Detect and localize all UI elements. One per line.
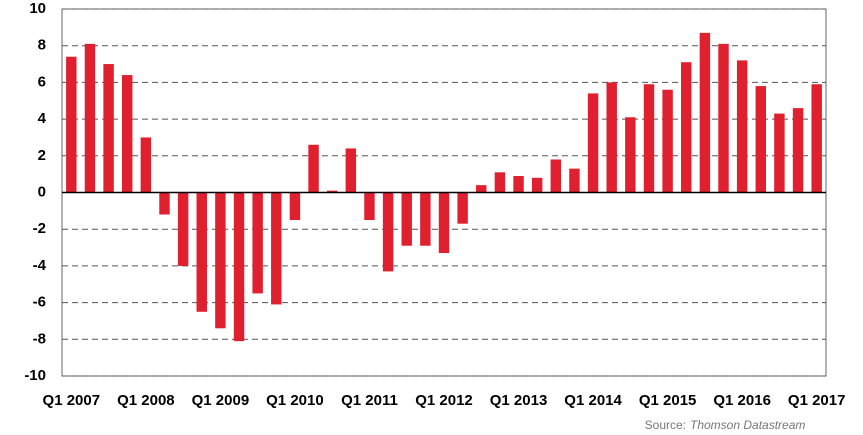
bar [215, 192, 226, 329]
y-tick-label: -6 [33, 294, 46, 311]
bar [531, 177, 543, 193]
bar [643, 84, 655, 193]
bar [811, 84, 822, 193]
y-tick-label: 10 [29, 0, 46, 17]
x-tick-label: Q1 2014 [564, 392, 622, 409]
y-tick-label: -2 [33, 220, 46, 237]
y-tick-label: 0 [38, 183, 46, 200]
x-tick-label: Q1 2015 [639, 392, 697, 409]
bar [326, 190, 338, 193]
y-tick-label: -8 [33, 330, 46, 347]
bar [159, 192, 170, 215]
y-tick-label: 4 [38, 110, 47, 127]
bar [438, 192, 450, 254]
bar [569, 168, 580, 193]
bar [550, 159, 562, 193]
bar [382, 192, 394, 272]
bar [662, 89, 673, 193]
y-tick-label: -4 [33, 257, 47, 274]
bar [587, 93, 599, 193]
bar [308, 144, 319, 193]
x-tick-label: Q1 2017 [788, 392, 846, 409]
bar [177, 192, 189, 266]
bar [792, 108, 804, 193]
bar [494, 172, 506, 193]
x-tick-label: Q1 2009 [192, 392, 250, 409]
x-tick-label: Q1 2013 [490, 392, 548, 409]
bar [457, 192, 468, 224]
x-tick-label: Q1 2007 [43, 392, 101, 409]
x-tick-label: Q1 2011 [341, 392, 398, 409]
source-label: Source: [645, 418, 686, 432]
y-tick-label: -10 [24, 367, 46, 384]
x-tick-label: Q1 2008 [117, 392, 175, 409]
bar [606, 82, 617, 193]
bar [252, 192, 263, 294]
bar [420, 192, 431, 246]
bar [699, 32, 711, 193]
bar [774, 113, 785, 193]
bar [196, 192, 207, 312]
y-tick-label: 8 [38, 37, 46, 54]
bar [755, 86, 766, 193]
bar [233, 192, 245, 342]
bar [736, 60, 748, 193]
x-tick-label: Q1 2016 [713, 392, 771, 409]
y-tick-label: 6 [38, 73, 46, 90]
bar [271, 192, 282, 305]
bar [103, 64, 114, 193]
bar [66, 56, 77, 193]
bar [289, 192, 301, 221]
bar [513, 175, 524, 193]
bar [84, 43, 96, 193]
x-tick-label: Q1 2010 [266, 392, 324, 409]
bar [345, 148, 357, 193]
bar [681, 62, 692, 193]
bar [364, 192, 375, 221]
x-tick-label: Q1 2012 [415, 392, 473, 409]
bar [401, 192, 412, 246]
bar [122, 75, 133, 193]
bar [476, 185, 487, 193]
bar [718, 43, 729, 193]
bar [140, 137, 152, 193]
y-tick-label: 2 [38, 147, 46, 164]
bar [625, 117, 636, 193]
source: Thomson Datastream [690, 418, 805, 432]
